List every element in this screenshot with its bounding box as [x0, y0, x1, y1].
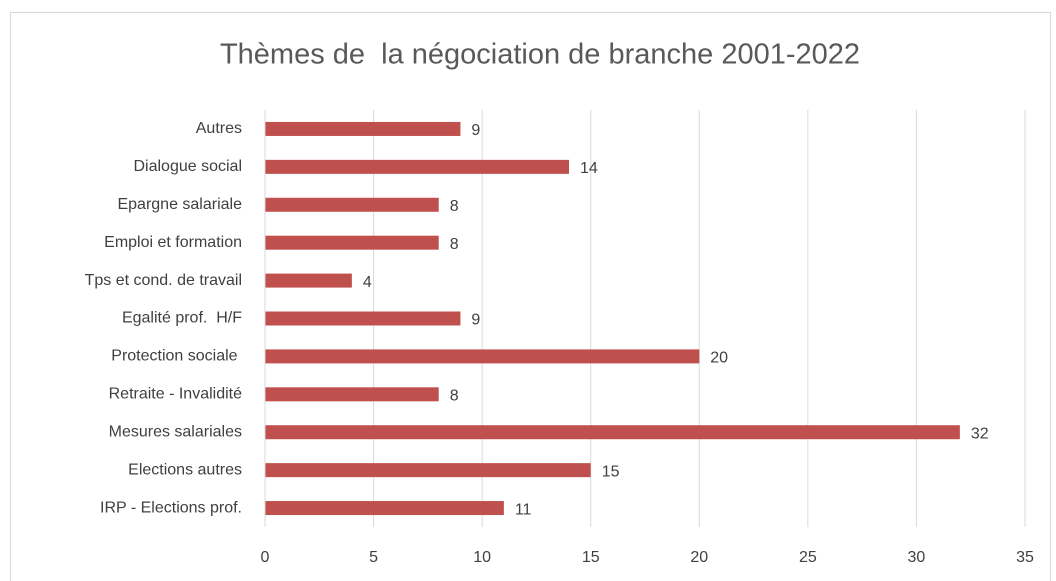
value-label: 9 [471, 312, 480, 329]
bar [265, 463, 591, 478]
y-tick-label: Elections autres [128, 461, 242, 478]
x-tick-label: 10 [473, 549, 491, 566]
y-tick-label: Tps et cond. de travail [85, 272, 242, 289]
x-tick-label: 25 [799, 549, 817, 566]
value-label: 8 [450, 388, 459, 405]
y-tick-label: Epargne salariale [117, 196, 242, 213]
y-tick-label: Mesures salariales [109, 423, 242, 440]
y-tick-label: Retraite - Invalidité [109, 386, 242, 403]
y-tick-label: Dialogue social [133, 158, 242, 175]
x-tick-label: 30 [908, 549, 926, 566]
x-tick-label: 15 [582, 549, 600, 566]
y-tick-label: Egalité prof. H/F [122, 310, 242, 327]
value-label: 4 [363, 274, 372, 291]
x-tick-label: 20 [690, 549, 708, 566]
bar [265, 501, 504, 516]
bar [265, 235, 439, 250]
y-tick-label: Protection sociale [111, 348, 242, 365]
value-label: 8 [450, 198, 459, 215]
value-label: 11 [515, 501, 532, 518]
y-tick-label: Autres [196, 120, 242, 137]
x-tick-label: 35 [1016, 549, 1034, 566]
bar [265, 349, 700, 364]
bar [265, 311, 461, 326]
bar [265, 121, 461, 136]
bar [265, 273, 352, 288]
bar [265, 387, 439, 402]
y-tick-label: IRP - Elections prof. [100, 499, 242, 516]
value-label: 8 [450, 236, 459, 253]
bar [265, 159, 569, 174]
value-label: 32 [971, 425, 989, 442]
chart-frame [10, 12, 1051, 581]
x-tick-label: 5 [369, 549, 378, 566]
value-label: 15 [602, 463, 620, 480]
value-label: 14 [580, 160, 598, 177]
y-tick-label: Emploi et formation [104, 234, 242, 251]
value-label: 9 [471, 122, 480, 139]
x-tick-label: 0 [261, 549, 270, 566]
bar [265, 197, 439, 212]
value-label: 20 [710, 350, 728, 367]
chart-title: Thèmes de la négociation de branche 2001… [220, 39, 860, 71]
bar [265, 425, 960, 440]
